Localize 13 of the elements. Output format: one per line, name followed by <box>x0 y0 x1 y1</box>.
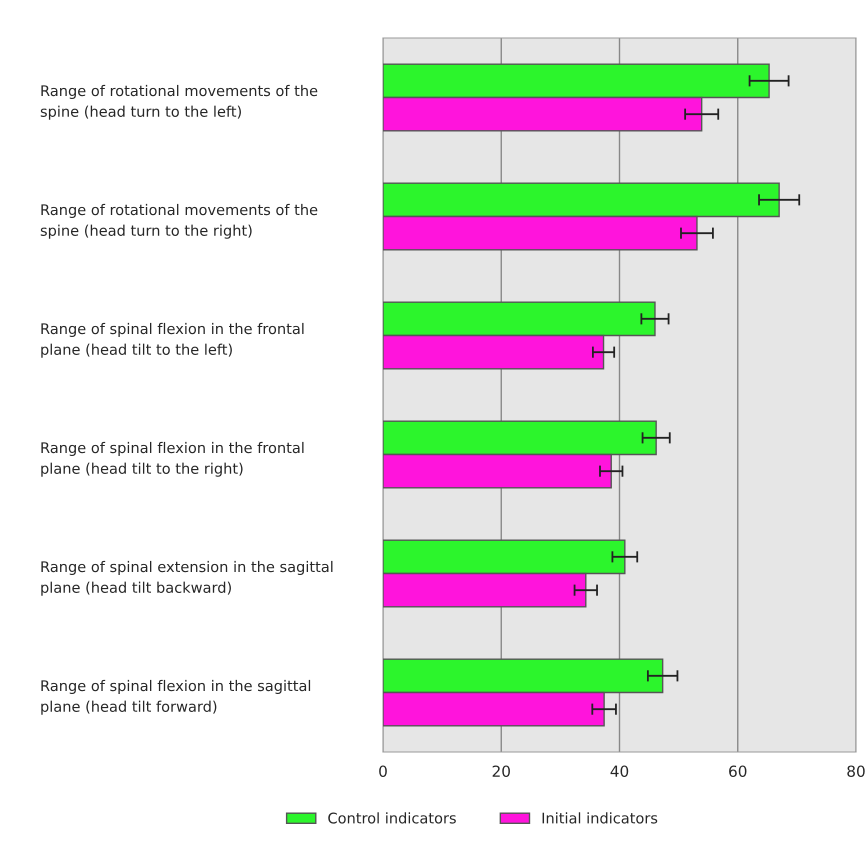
x-tick-label: 0 <box>379 765 387 778</box>
y-tick-label: Range of rotational movements of the spine (head turn to the right) <box>40 204 318 239</box>
x-tick-label: 20 <box>492 765 510 778</box>
y-tick-label: Range of spinal flexion in the frontal plane (head tilt to the right) <box>41 442 304 477</box>
x-tick-label: 60 <box>729 765 746 778</box>
x-tick-label: 80 <box>847 765 865 778</box>
y-tick-label: Range of spinal flexion in the frontal plane (head tilt to the left) <box>41 322 304 358</box>
legend-label: Initial indicators <box>542 812 658 824</box>
y-tick-label: Range of rotational movements of the spine (head turn to the left) <box>40 84 318 120</box>
legend-label: Control indicators <box>328 812 456 824</box>
y-tick-label: Range of spinal flexion in the sagittal plane (head tilt forward) <box>41 680 310 715</box>
x-tick-label: 40 <box>610 765 628 778</box>
y-tick-label: Range of spinal extension in the sagittal plane (head tilt backward) <box>41 560 332 596</box>
